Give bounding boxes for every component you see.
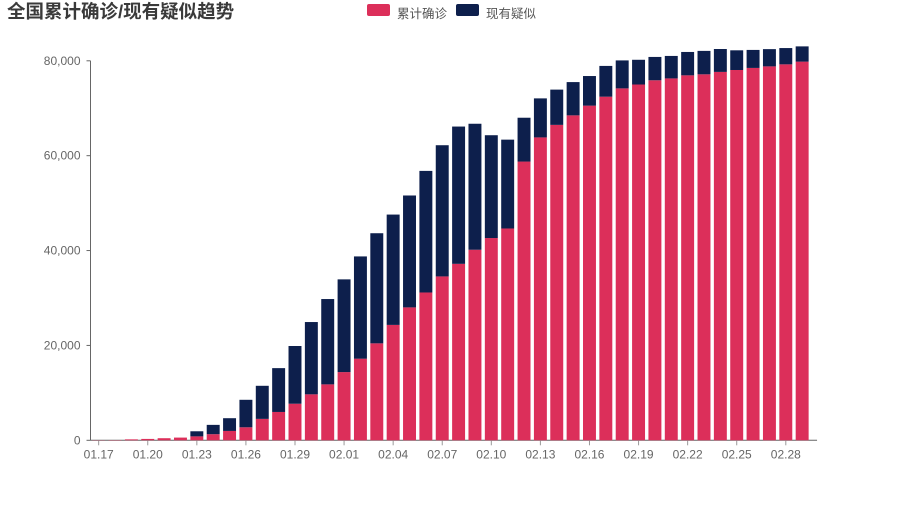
svg-text:02.07: 02.07 <box>427 447 457 461</box>
svg-text:01.23: 01.23 <box>182 447 212 461</box>
svg-text:02.22: 02.22 <box>673 447 703 461</box>
svg-text:02.13: 02.13 <box>525 447 555 461</box>
svg-text:60,000: 60,000 <box>44 149 81 163</box>
svg-text:0: 0 <box>74 433 81 447</box>
svg-text:80,000: 80,000 <box>44 54 81 68</box>
svg-text:02.01: 02.01 <box>329 447 359 461</box>
svg-text:40,000: 40,000 <box>44 244 81 258</box>
svg-text:01.20: 01.20 <box>133 447 163 461</box>
svg-text:01.29: 01.29 <box>280 447 310 461</box>
svg-text:02.16: 02.16 <box>574 447 604 461</box>
svg-text:02.25: 02.25 <box>722 447 752 461</box>
svg-text:02.04: 02.04 <box>378 447 408 461</box>
svg-text:02.19: 02.19 <box>624 447 654 461</box>
svg-text:01.17: 01.17 <box>84 447 114 461</box>
svg-text:20,000: 20,000 <box>44 338 81 352</box>
svg-text:02.28: 02.28 <box>771 447 801 461</box>
svg-text:01.26: 01.26 <box>231 447 261 461</box>
svg-text:02.10: 02.10 <box>476 447 506 461</box>
